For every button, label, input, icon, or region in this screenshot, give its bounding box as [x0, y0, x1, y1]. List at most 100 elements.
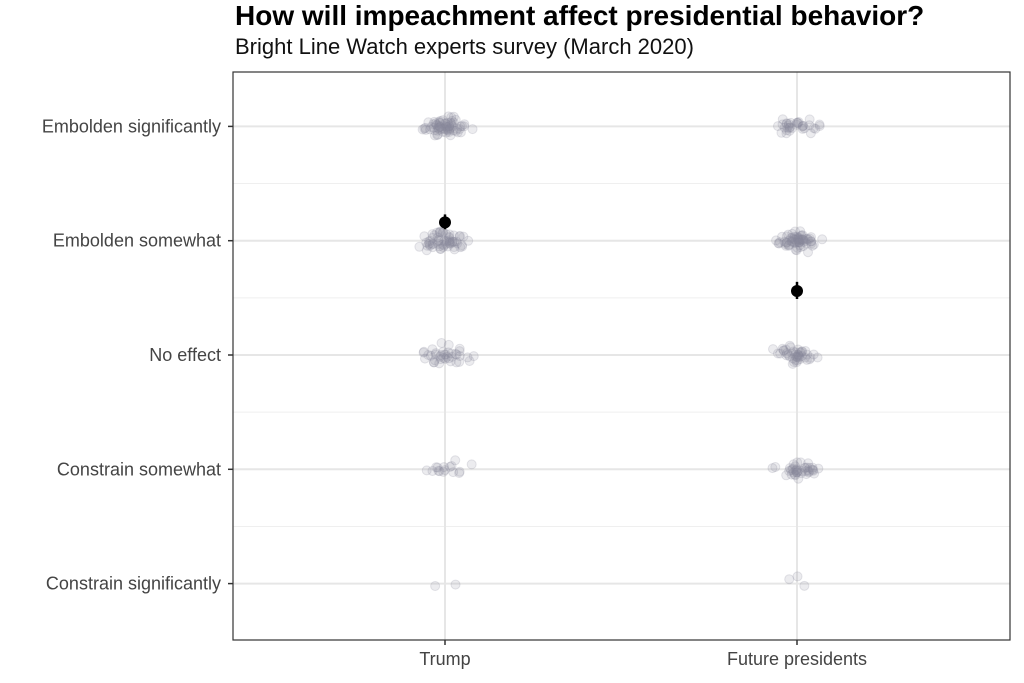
response-point [429, 355, 440, 366]
response-point [784, 235, 795, 246]
response-point [440, 121, 451, 132]
response-point [423, 350, 434, 361]
response-point [787, 464, 798, 475]
response-point [781, 348, 792, 359]
response-point [437, 227, 448, 238]
response-point [446, 460, 457, 471]
response-point [459, 119, 470, 130]
response-point [447, 237, 458, 248]
response-point [443, 111, 454, 122]
response-point [780, 344, 791, 355]
response-point [424, 239, 435, 250]
mean-point [791, 284, 803, 297]
response-point [791, 467, 802, 478]
response-point [443, 125, 454, 136]
response-point [433, 122, 444, 133]
response-point [797, 230, 808, 241]
response-point [423, 236, 434, 247]
response-point [441, 229, 452, 240]
response-point [442, 123, 453, 134]
response-point [803, 234, 814, 245]
plot-panel-border [232, 71, 1011, 641]
response-point [454, 356, 465, 367]
response-point [448, 111, 459, 122]
response-point [444, 124, 455, 135]
response-point [784, 574, 795, 585]
response-point [814, 119, 825, 130]
response-point [454, 230, 465, 241]
response-point [444, 238, 455, 249]
response-point [450, 455, 461, 466]
response-point [435, 121, 446, 132]
response-point [445, 356, 456, 367]
response-point [456, 121, 467, 132]
response-point [796, 346, 807, 357]
response-point [434, 226, 445, 237]
response-point [779, 122, 790, 133]
response-point [781, 118, 792, 129]
response-point [797, 466, 808, 477]
response-point [438, 242, 449, 253]
response-point [791, 231, 802, 242]
response-point [791, 465, 802, 476]
response-point [800, 345, 811, 356]
response-point [793, 344, 804, 355]
response-point [792, 117, 803, 128]
response-point [777, 343, 788, 354]
response-point [432, 462, 443, 473]
response-point [781, 237, 792, 248]
response-point [800, 466, 811, 477]
response-point [429, 130, 440, 141]
response-point [454, 350, 465, 361]
response-point [791, 119, 802, 130]
response-point [448, 467, 459, 478]
response-point [791, 351, 802, 362]
chart-subtitle: Bright Line Watch experts survey (March … [235, 34, 694, 59]
response-point [817, 234, 828, 245]
response-point [797, 234, 808, 245]
response-point [790, 234, 801, 245]
response-point [442, 121, 453, 132]
response-point [804, 354, 815, 365]
response-point [790, 470, 801, 481]
response-point [437, 115, 448, 126]
response-point [435, 243, 446, 254]
response-point [434, 241, 445, 252]
response-point [421, 237, 432, 248]
response-point [791, 467, 802, 478]
response-point [799, 235, 810, 246]
response-point [444, 121, 455, 132]
response-point [447, 236, 458, 247]
response-point [790, 461, 801, 472]
response-point [777, 119, 788, 130]
response-point [429, 116, 440, 127]
response-point [421, 245, 432, 256]
response-point [785, 117, 796, 128]
response-point [799, 462, 810, 473]
response-point [805, 236, 816, 247]
response-point [445, 117, 456, 128]
response-point [788, 346, 799, 357]
response-point [794, 347, 805, 358]
response-point [793, 237, 804, 248]
response-point [464, 356, 475, 367]
response-point [796, 234, 807, 245]
response-point [807, 464, 818, 475]
response-point [451, 236, 462, 247]
response-point [796, 231, 807, 242]
response-point [468, 351, 479, 362]
response-point [443, 353, 454, 364]
response-point [446, 112, 457, 123]
response-point [437, 239, 448, 250]
response-point [443, 339, 454, 350]
response-point [792, 355, 803, 366]
response-point [793, 117, 804, 128]
response-point [772, 348, 783, 359]
response-point [788, 459, 799, 470]
response-point [798, 120, 809, 131]
response-point [807, 464, 818, 475]
response-point [459, 121, 470, 132]
response-point [432, 120, 443, 131]
response-point [804, 120, 815, 131]
response-point [432, 129, 443, 140]
